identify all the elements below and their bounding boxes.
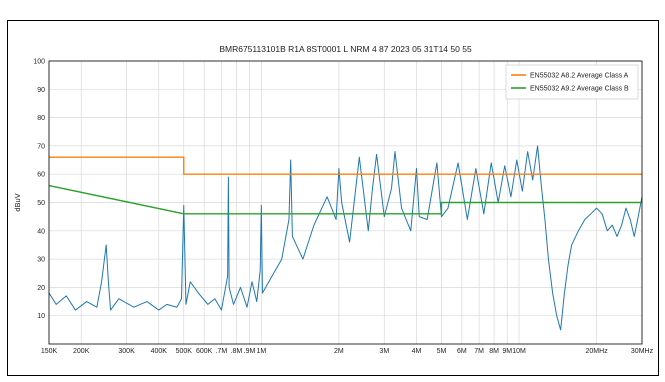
y-tick-label: 60 xyxy=(37,172,45,179)
legend-box xyxy=(505,64,639,100)
chart-frame: BMR675113101B R1A 8ST0001 L NRM 4 87 202… xyxy=(7,20,659,376)
y-tick-label: 50 xyxy=(37,200,45,207)
series-line-0 xyxy=(49,156,642,175)
x-tick-label: .7M xyxy=(216,348,228,355)
plot-area-border xyxy=(48,60,643,345)
x-tick-label: 2M xyxy=(334,348,344,355)
y-axis-label: dBuV xyxy=(13,193,22,211)
x-tick-label: .8M xyxy=(231,348,243,355)
x-tick-label: 1M xyxy=(256,348,266,355)
x-tick-label: 10M xyxy=(512,348,526,355)
y-tick-label: 20 xyxy=(37,285,45,292)
x-tick-label: 3M xyxy=(379,348,389,355)
legend-entry: EN55032 A9.2 Average Class B xyxy=(530,86,629,93)
x-tick-label: 400K xyxy=(151,348,168,355)
y-tick-label: 10 xyxy=(37,313,45,320)
measurement-trace xyxy=(48,145,643,331)
x-tick-label: 7M xyxy=(474,348,484,355)
x-tick-label: 150K xyxy=(41,348,58,355)
x-tick-label: 4M xyxy=(412,348,422,355)
x-tick-label: .9M xyxy=(244,348,256,355)
x-tick-label: 200K xyxy=(73,348,90,355)
x-tick-label: 600K xyxy=(196,348,213,355)
series-layer xyxy=(48,145,643,331)
y-tick-label: 80 xyxy=(37,115,45,122)
series-line-1 xyxy=(48,184,642,215)
x-tick-label: 300K xyxy=(118,348,135,355)
y-tick-label: 40 xyxy=(37,228,45,235)
x-tick-label: 20MHz xyxy=(586,348,609,355)
y-tick-label: 70 xyxy=(37,143,45,150)
legend-entry: EN55032 A8.2 Average Class A xyxy=(530,73,629,80)
x-tick-label: 30MHz xyxy=(631,348,654,355)
emissions-chart: BMR675113101B R1A 8ST0001 L NRM 4 87 202… xyxy=(13,44,654,356)
chart-title: BMR675113101B R1A 8ST0001 L NRM 4 87 202… xyxy=(219,44,472,54)
x-tick-label: 8M xyxy=(489,348,499,355)
x-tick-label: 9M xyxy=(502,348,512,355)
y-tick-label: 90 xyxy=(37,87,45,94)
x-tick-label: 500K xyxy=(176,348,193,355)
x-tick-label: 5M xyxy=(437,348,447,355)
x-tick-label: 6M xyxy=(457,348,467,355)
y-tick-label: 30 xyxy=(37,257,45,264)
axis-layer: 150K 200K 300K 400K 500K 600K .7M .8M .9M 1M 2M 3M 4… xyxy=(33,59,653,356)
y-tick-label: 100 xyxy=(33,59,45,66)
legend: EN55032 A8.2 Average Class A EN55032 A9.2… xyxy=(505,64,639,100)
